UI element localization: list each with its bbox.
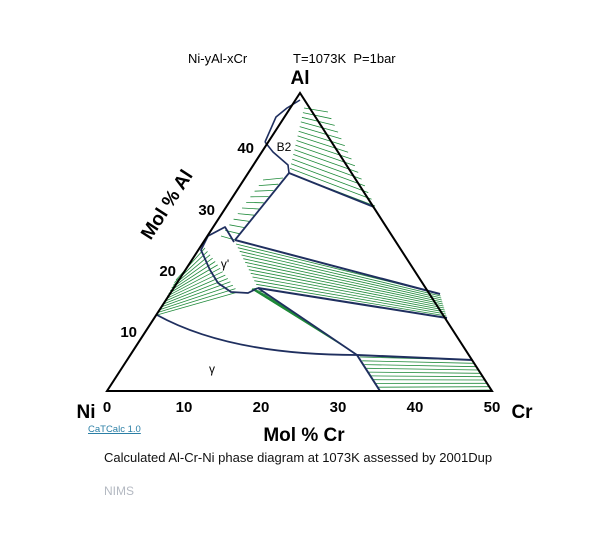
tie-line-b2-alpha <box>289 168 372 200</box>
tie-line-gammaprime-alpha <box>246 265 444 307</box>
boundary-gammaprime-region <box>200 226 259 294</box>
tick-label-al-40: 40 <box>237 140 254 157</box>
tie-line-gamma-gammaprime <box>156 291 239 316</box>
tie-line-b2-alpha <box>300 121 339 133</box>
boundary-three-phase-diagonal <box>257 287 358 356</box>
phase-label-gamma-prime: γ' <box>221 257 229 271</box>
tie-line-b2-gammaprime <box>229 224 245 228</box>
boundary-alpha-gamma-top <box>356 354 473 361</box>
tie-line-gammaprime-alpha <box>245 261 443 305</box>
tie-line-gammaprime-alpha <box>237 247 441 297</box>
tie-lines <box>156 107 493 392</box>
tie-line-b2-alpha <box>293 154 362 180</box>
triangle-outline <box>105 91 494 392</box>
boundary-b2-bottom <box>264 141 290 174</box>
tick-label-cr-0: 0 <box>103 399 111 416</box>
boundary-b2-gammaprime <box>234 172 290 241</box>
organization-label: NIMS <box>104 484 134 498</box>
tie-line-gammaprime-alpha <box>254 280 446 315</box>
tick-label-cr-30: 30 <box>330 399 347 416</box>
tie-line-gamma-gammaprime <box>161 281 231 308</box>
tie-line-gammaprime-alpha <box>241 254 442 301</box>
tie-line-gamma-gammaprime <box>171 257 213 289</box>
tie-line-gammaprime-alpha <box>252 276 446 313</box>
bottom-axis-title: Mol % Cr <box>263 425 345 446</box>
tie-line-gamma-alpha <box>366 367 479 371</box>
corner-label-al: Al <box>291 68 310 89</box>
tie-line-b2-alpha <box>297 135 349 153</box>
tie-line-b2-alpha <box>303 107 329 113</box>
corner-label-cr: Cr <box>511 402 533 423</box>
tie-line-b2-gammaprime <box>237 213 255 216</box>
tie-line-b2-alpha <box>298 130 345 146</box>
bottom-axis-ticks: 0 10 20 30 40 50 <box>103 399 501 416</box>
tie-line-b2-gammaprime <box>262 177 284 181</box>
tie-line-b2-gammaprime <box>233 218 250 222</box>
tie-line-b2-alpha <box>302 112 332 120</box>
tick-label-cr-20: 20 <box>253 399 270 416</box>
tie-line-gamma-gammaprime <box>158 288 236 313</box>
conditions-label: T=1073K P=1bar <box>293 51 396 66</box>
tie-line-gammaprime-alpha <box>239 250 442 299</box>
tie-line-gammaprime-alpha <box>256 283 447 317</box>
tick-label-al-30: 30 <box>198 202 215 219</box>
boundary-b2-alpha <box>288 172 375 208</box>
phase-label-gamma: γ <box>209 362 215 376</box>
tie-line-gamma-gammaprime <box>175 247 206 281</box>
tie-line-gamma-alpha <box>368 371 481 374</box>
tie-line-b2-gammaprime <box>254 190 274 192</box>
phase-label-b2: B2 <box>277 140 292 154</box>
tie-line-b2-alpha <box>292 158 366 187</box>
tie-line-b2-gammaprime <box>258 183 279 186</box>
tick-label-al-20: 20 <box>159 263 176 280</box>
tie-line-gamma-alpha <box>362 360 475 364</box>
tie-line-b2-gammaprime <box>241 207 260 210</box>
tie-line-gamma-alpha <box>377 386 490 388</box>
tie-line-b2-alpha <box>296 140 352 160</box>
boundary-alpha-bottom <box>257 287 448 319</box>
tie-line-gamma-alpha <box>364 364 477 368</box>
tie-line-b2-alpha <box>290 163 369 193</box>
tick-label-al-10: 10 <box>120 324 137 341</box>
tie-line-gamma-alpha <box>371 375 484 378</box>
tie-line-gamma-gammaprime <box>159 284 234 310</box>
system-label: Ni-yAl-xCr <box>188 51 248 66</box>
catcalc-link[interactable]: CaTCalc 1.0 <box>88 424 141 435</box>
corner-label-ni: Ni <box>77 402 96 423</box>
tie-line-b2-alpha <box>299 126 342 140</box>
phase-boundaries <box>156 99 473 392</box>
boundary-alpha-top <box>234 239 441 295</box>
tie-line-gammaprime-alpha <box>250 272 445 311</box>
tick-label-cr-40: 40 <box>407 399 424 416</box>
tie-line-gammaprime-alpha <box>243 258 443 303</box>
tick-label-cr-10: 10 <box>176 399 193 416</box>
tick-label-cr-50: 50 <box>484 399 501 416</box>
diagram-caption: Calculated Al-Cr-Ni phase diagram at 107… <box>104 450 493 465</box>
tie-line-gammaprime-alpha <box>248 269 445 309</box>
left-axis-title: Mol % Al <box>137 166 197 243</box>
boundary-gamma-alpha-bottom <box>356 354 381 392</box>
left-axis-ticks: 10 20 30 40 <box>120 140 254 341</box>
boundary-gamma-solvus <box>156 314 358 356</box>
